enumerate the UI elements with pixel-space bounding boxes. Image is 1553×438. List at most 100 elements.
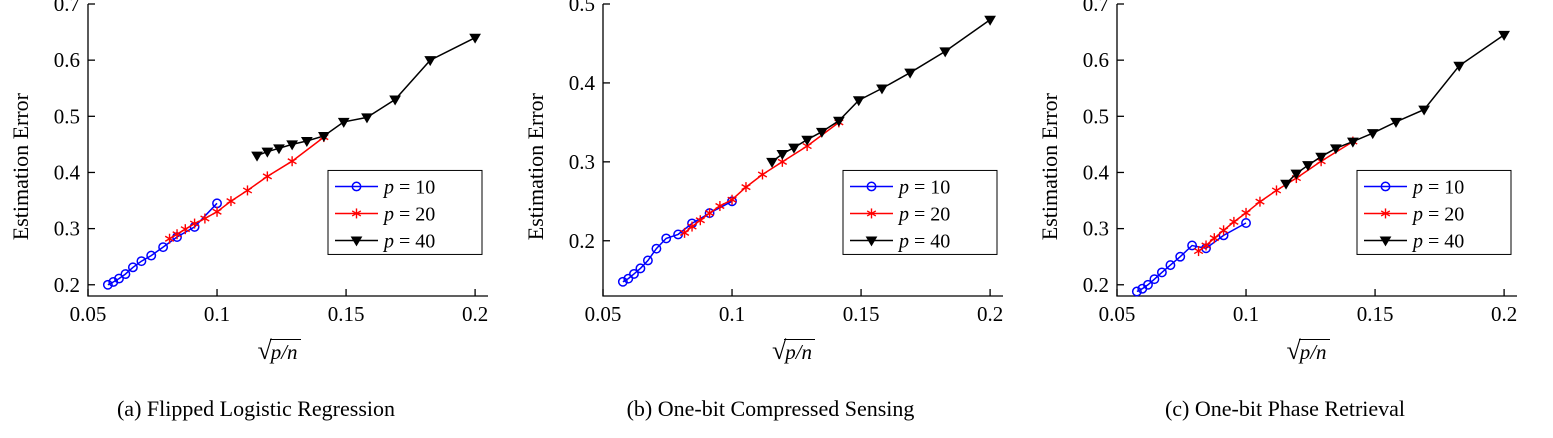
subfigure-b: Estimation Error 0.05 0.1 0.15 0.2 0.2 0.3 0.4… — [521, 0, 1021, 422]
y-axis-label-wrap-c: Estimation Error — [1035, 0, 1065, 334]
circle-marker — [1131, 286, 1142, 297]
triangle-down-marker — [350, 236, 363, 247]
y-tick-label: 0.2 — [1083, 273, 1109, 297]
triangle-down-marker — [286, 140, 299, 151]
asterisk-marker — [1255, 196, 1265, 207]
circle-marker — [642, 255, 653, 266]
triangle-down-marker — [800, 135, 813, 146]
x-tick-label: 0.2 — [976, 302, 1002, 326]
circle-marker — [158, 242, 169, 253]
legend-label: p = 40 — [897, 230, 950, 252]
x-tick-label: 0.1 — [1233, 302, 1259, 326]
asterisk-marker — [1241, 207, 1251, 218]
triangle-down-marker — [1390, 117, 1402, 128]
plot-canvas-b: 0.05 0.1 0.15 0.2 0.2 0.3 0.4 0.5 p = 10 p = 20 p … — [551, 0, 1013, 334]
triangle-down-marker — [1329, 144, 1342, 155]
y-tick-label: 0.2 — [54, 273, 80, 297]
asterisk-marker — [164, 233, 175, 244]
asterisk-marker — [1229, 216, 1239, 227]
triangle-down-marker — [1366, 129, 1379, 140]
circle-marker — [1380, 181, 1391, 192]
asterisk-marker — [212, 206, 222, 217]
y-tick-label: 0.4 — [54, 160, 81, 184]
sqrt-radicand: p/n — [269, 339, 301, 365]
triangle-down-marker — [261, 147, 274, 158]
circle-marker — [1241, 218, 1251, 228]
circle-marker — [120, 269, 131, 280]
y-tick-label: 0.4 — [1083, 160, 1110, 184]
asterisk-marker — [287, 156, 297, 167]
legend-label: p = 10 — [1411, 176, 1464, 198]
sqrt-sign-icon: √ — [771, 336, 787, 365]
triangle-down-marker — [317, 131, 330, 142]
triangle-down-marker — [469, 33, 481, 44]
x-axis-label: √p/n — [1091, 336, 1525, 370]
legend-label: p = 20 — [382, 203, 435, 225]
circle-marker — [634, 263, 645, 274]
subfigure-c: Estimation Error 0.05 0.1 0.15 0.2 0.2 0.3 0.4… — [1035, 0, 1535, 422]
y-axis-label-wrap-b: Estimation Error — [521, 0, 551, 334]
asterisk-marker — [1193, 246, 1204, 257]
triangle-down-marker — [938, 47, 951, 58]
triangle-down-marker — [787, 143, 800, 154]
series-line — [1136, 222, 1247, 293]
circle-marker — [136, 256, 147, 267]
triangle-down-marker — [337, 117, 350, 128]
y-tick-label: 0.3 — [568, 150, 594, 174]
asterisk-marker — [172, 229, 182, 240]
y-axis-label: Estimation Error — [8, 93, 33, 241]
circle-marker — [351, 181, 362, 192]
triangle-down-marker — [875, 84, 888, 95]
x-tick-label: 0.05 — [584, 302, 621, 326]
triangle-down-marker — [389, 95, 401, 106]
series-line — [1198, 140, 1354, 252]
caption-c: (c) One-bit Phase Retrieval — [1164, 396, 1406, 421]
figure-panel-row: Estimation Error 0.05 0.1 0.15 0.2 0.2 0.3 0.4… — [6, 0, 1535, 422]
caption-a: (a) Flipped Logistic Regression — [116, 396, 395, 421]
asterisk-marker — [714, 201, 725, 212]
asterisk-marker — [262, 171, 273, 182]
asterisk-marker — [686, 221, 697, 232]
series-line — [256, 37, 476, 157]
asterisk-marker — [679, 227, 689, 238]
triangle-down-marker — [1379, 236, 1392, 247]
circle-marker — [1149, 274, 1160, 285]
asterisk-marker — [200, 213, 210, 224]
circle-marker — [866, 181, 876, 192]
plot-row-c: Estimation Error 0.05 0.1 0.15 0.2 0.2 0.3 0.4… — [1035, 0, 1535, 334]
asterisk-marker — [1271, 185, 1282, 196]
legend-label: p = 40 — [382, 230, 435, 252]
asterisk-marker — [704, 208, 714, 219]
plot-row-a: Estimation Error 0.05 0.1 0.15 0.2 0.2 0.3 0.4… — [6, 0, 506, 334]
x-tick-label: 0.15 — [1357, 302, 1394, 326]
triangle-down-marker — [832, 116, 845, 127]
chart-svg: 0.05 0.1 0.15 0.2 0.2 0.3 0.4 0.5 0.6 0.7 p = 10 p … — [54, 0, 488, 326]
series-line — [1285, 34, 1505, 185]
y-tick-label: 0.7 — [54, 0, 80, 16]
legend-label: p = 20 — [897, 203, 950, 225]
y-tick-label: 0.6 — [54, 48, 80, 72]
chart-svg: 0.05 0.1 0.15 0.2 0.2 0.3 0.4 0.5 0.6 0.7 p = 10 p … — [1083, 0, 1517, 326]
x-tick-label: 0.05 — [1099, 302, 1136, 326]
triangle-down-marker — [1280, 179, 1292, 190]
series-line — [107, 202, 218, 286]
y-tick-label: 0.4 — [568, 71, 595, 95]
circle-marker — [650, 243, 661, 254]
circle-marker — [622, 273, 633, 284]
triangle-down-marker — [300, 137, 313, 148]
y-tick-label: 0.3 — [54, 217, 80, 241]
circle-marker — [1175, 251, 1186, 262]
legend-label: p = 10 — [897, 176, 950, 198]
asterisk-marker — [180, 224, 190, 235]
plot-canvas-c: 0.05 0.1 0.15 0.2 0.2 0.3 0.4 0.5 0.6 0.7 p = 10 p … — [1065, 0, 1527, 334]
asterisk-marker — [1218, 225, 1229, 236]
y-tick-label: 0.2 — [568, 229, 594, 253]
triangle-down-marker — [1418, 105, 1430, 116]
y-axis-label-wrap-a: Estimation Error — [6, 0, 36, 334]
triangle-down-marker — [1302, 161, 1314, 172]
legend-label: p = 10 — [382, 176, 435, 198]
x-axis-label: √p/n — [577, 336, 1011, 370]
triangle-down-marker — [424, 56, 437, 67]
x-tick-label: 0.15 — [328, 302, 365, 326]
y-tick-label: 0.5 — [1083, 104, 1109, 128]
